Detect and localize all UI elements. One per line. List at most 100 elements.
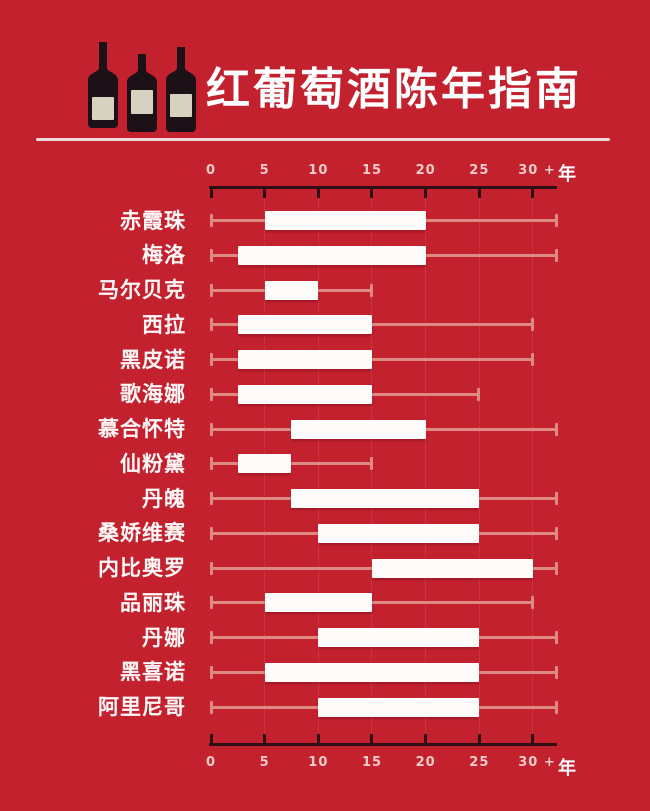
whisker-cap-right bbox=[477, 387, 481, 401]
whisker-cap-left bbox=[210, 596, 213, 610]
grape-label: 黑喜诺 bbox=[120, 660, 186, 685]
aging-bar bbox=[237, 350, 372, 369]
axis-unit-label: 年 bbox=[558, 164, 576, 185]
aging-bar bbox=[237, 315, 372, 335]
axis-tick bbox=[424, 188, 428, 198]
bottom-axis-line bbox=[209, 743, 557, 746]
aging-whisker bbox=[211, 323, 533, 327]
axis-tick-label: 0 bbox=[205, 163, 217, 178]
whisker-cap-left bbox=[210, 700, 213, 714]
grape-label: 丹魄 bbox=[142, 486, 186, 511]
whisker-cap-left bbox=[210, 457, 213, 471]
top-axis-line bbox=[209, 186, 557, 189]
gridline bbox=[478, 197, 480, 740]
grape-label: 歌海娜 bbox=[120, 382, 186, 407]
axis-tick bbox=[316, 734, 320, 744]
grape-label: 内比奥罗 bbox=[98, 556, 186, 580]
whisker-cap-left bbox=[210, 214, 213, 227]
whisker-cap-left bbox=[210, 248, 213, 262]
grape-label: 梅洛 bbox=[142, 243, 186, 268]
whisker-cap-right bbox=[555, 422, 558, 436]
grape-label: 马尔贝克 bbox=[98, 278, 186, 302]
poster-title: 红葡萄酒陈年指南 bbox=[206, 64, 582, 115]
axis-tick-label: 10 bbox=[308, 163, 329, 178]
whisker-cap-right bbox=[530, 596, 534, 610]
wine-bottle-icon bbox=[88, 42, 118, 128]
whisker-cap-left bbox=[210, 422, 213, 436]
aging-whisker bbox=[211, 462, 372, 466]
grape-label: 西拉 bbox=[142, 312, 186, 337]
whisker-cap-right bbox=[530, 318, 534, 332]
axis-tick bbox=[209, 188, 213, 198]
axis-unit-label: 年 bbox=[558, 758, 576, 779]
grape-label: 慕合怀特 bbox=[98, 417, 186, 441]
grape-label: 丹娜 bbox=[142, 625, 186, 650]
aging-bar bbox=[264, 593, 372, 613]
whisker-cap-right bbox=[555, 561, 558, 575]
grape-label: 阿里尼哥 bbox=[98, 695, 186, 719]
aging-whisker bbox=[211, 601, 533, 605]
whisker-cap-left bbox=[210, 665, 213, 679]
whisker-cap-left bbox=[210, 492, 213, 505]
axis-tick-label: 30 + bbox=[518, 755, 556, 770]
axis-tick bbox=[263, 188, 267, 198]
aging-bar bbox=[371, 558, 533, 578]
grape-label: 黑皮诺 bbox=[120, 347, 186, 372]
whisker-cap-right bbox=[555, 492, 558, 505]
axis-tick bbox=[424, 734, 428, 744]
aging-bar bbox=[318, 628, 480, 647]
whisker-cap-right bbox=[530, 353, 534, 366]
whisker-cap-right bbox=[555, 248, 558, 262]
whisker-cap-left bbox=[210, 387, 213, 401]
axis-tick bbox=[316, 188, 320, 198]
aging-bar bbox=[291, 419, 426, 439]
whisker-cap-left bbox=[210, 526, 213, 540]
whisker-cap-right bbox=[555, 665, 558, 679]
aging-bar bbox=[264, 662, 480, 682]
axis-tick bbox=[209, 734, 213, 744]
axis-tick bbox=[477, 188, 481, 198]
whisker-cap-right bbox=[555, 700, 558, 714]
axis-tick bbox=[263, 734, 267, 744]
title-divider bbox=[36, 138, 610, 141]
aging-bar bbox=[264, 211, 426, 230]
aging-bar bbox=[237, 245, 426, 265]
wine-bottle-icon bbox=[127, 54, 157, 132]
grape-label: 赤霞珠 bbox=[120, 208, 186, 233]
grape-label: 品丽珠 bbox=[120, 590, 186, 615]
whisker-cap-left bbox=[210, 283, 213, 297]
axis-tick bbox=[477, 734, 481, 744]
gridline bbox=[317, 197, 319, 740]
gridline bbox=[425, 197, 427, 740]
axis-tick-label: 15 bbox=[361, 163, 383, 178]
whisker-cap-left bbox=[210, 318, 213, 332]
aging-bar bbox=[264, 280, 319, 300]
whisker-cap-left bbox=[210, 631, 213, 644]
whisker-cap-right bbox=[555, 631, 558, 644]
gridline bbox=[532, 197, 534, 740]
axis-tick-label: 5 bbox=[259, 163, 270, 178]
axis-tick-label: 20 bbox=[415, 755, 436, 770]
axis-tick bbox=[370, 188, 374, 198]
aging-bar bbox=[291, 489, 480, 508]
grape-label: 仙粉黛 bbox=[120, 451, 186, 476]
whisker-cap-left bbox=[210, 561, 213, 575]
axis-tick bbox=[370, 734, 374, 744]
aging-bar bbox=[318, 523, 480, 543]
axis-tick-label: 0 bbox=[205, 755, 217, 770]
axis-tick bbox=[531, 188, 535, 198]
aging-bar bbox=[318, 697, 480, 717]
grape-label: 桑娇维赛 bbox=[98, 521, 186, 546]
axis-tick-label: 15 bbox=[361, 755, 383, 770]
whisker-cap-left bbox=[210, 353, 213, 366]
aging-bar bbox=[237, 454, 292, 474]
axis-tick-label: 20 bbox=[415, 163, 436, 178]
axis-tick-label: 25 bbox=[469, 755, 490, 770]
aging-whisker bbox=[211, 358, 533, 361]
whisker-cap-right bbox=[369, 457, 373, 471]
axis-tick-label: 5 bbox=[259, 755, 270, 770]
whisker-cap-right bbox=[555, 526, 558, 540]
whisker-cap-right bbox=[369, 283, 373, 297]
